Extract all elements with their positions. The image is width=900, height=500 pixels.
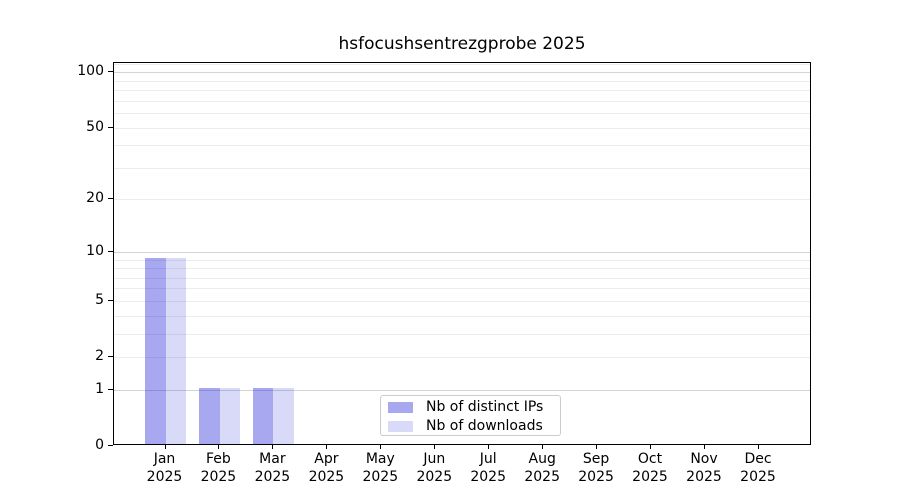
x-tick-mark — [218, 445, 220, 449]
minor-gridline — [114, 112, 810, 114]
legend-swatch-downloads — [388, 421, 413, 432]
chart-title: hsfocushsentrezgprobe 2025 — [338, 34, 586, 54]
minor-gridline — [114, 259, 810, 261]
bar-jan-downloads — [165, 257, 186, 444]
x-tick-label-may: May 2025 — [362, 451, 399, 485]
minor-gridline — [114, 100, 810, 102]
minor-gridline — [114, 199, 810, 201]
major-gridline — [114, 251, 810, 253]
x-tick-label-dec: Dec 2025 — [740, 451, 776, 485]
x-tick-label-feb: Feb 2025 — [200, 451, 237, 485]
minor-gridline — [114, 127, 810, 129]
minor-gridline — [114, 357, 810, 358]
y-tick-mark — [108, 198, 113, 200]
y-tick-label: 0 — [95, 437, 104, 453]
x-tick-label-jan: Jan 2025 — [146, 451, 183, 485]
x-tick-mark — [488, 445, 490, 449]
minor-gridline — [114, 315, 810, 317]
x-tick-mark — [434, 445, 436, 449]
minor-gridline — [114, 80, 810, 82]
x-tick-mark — [380, 445, 382, 449]
legend-swatch-distinct-ips — [388, 402, 413, 413]
x-tick-mark — [326, 445, 328, 449]
minor-gridline — [114, 268, 810, 269]
minor-gridline — [114, 277, 810, 279]
minor-gridline — [114, 288, 810, 290]
minor-gridline — [114, 90, 810, 91]
minor-gridline — [114, 64, 810, 66]
y-tick-label: 50 — [86, 118, 104, 135]
legend-label-distinct-ips: Nb of distinct IPs — [426, 399, 544, 415]
major-gridline — [114, 389, 810, 391]
bar-mar-downloads — [273, 387, 294, 444]
y-tick-label: 5 — [95, 291, 104, 308]
x-tick-mark — [164, 445, 166, 449]
y-tick-mark — [108, 71, 113, 73]
y-tick-mark — [108, 356, 113, 357]
x-tick-label-jun: Jun 2025 — [416, 451, 453, 485]
y-tick-label: 2 — [95, 348, 104, 364]
y-tick-mark — [108, 299, 113, 301]
x-tick-label-apr: Apr 2025 — [308, 451, 345, 485]
y-tick-mark — [108, 445, 113, 446]
legend: Nb of distinct IPs Nb of downloads — [380, 395, 561, 436]
x-tick-label-oct: Oct 2025 — [632, 451, 668, 485]
y-tick-label: 20 — [86, 190, 104, 207]
y-tick-mark — [108, 250, 113, 252]
legend-label-downloads: Nb of downloads — [426, 418, 543, 434]
x-tick-mark — [650, 445, 651, 449]
bar-feb-distinct-ips — [199, 387, 220, 444]
y-tick-label: 1 — [95, 380, 104, 397]
x-tick-mark — [704, 445, 705, 449]
y-tick-mark — [108, 126, 113, 128]
x-tick-label-sep: Sep 2025 — [578, 451, 614, 485]
legend-item-distinct-ips: Nb of distinct IPs — [388, 398, 560, 417]
x-tick-mark — [272, 445, 274, 449]
minor-gridline — [114, 300, 810, 302]
minor-gridline — [114, 167, 810, 169]
y-tick-mark — [108, 388, 113, 390]
minor-gridline — [114, 145, 810, 147]
major-gridline — [114, 72, 810, 74]
y-tick-label: 100 — [77, 63, 104, 80]
bar-feb-downloads — [219, 387, 240, 444]
minor-gridline — [114, 333, 810, 335]
y-tick-label: 10 — [86, 242, 104, 259]
x-tick-label-jul: Jul 2025 — [470, 451, 506, 485]
x-tick-mark — [758, 445, 759, 449]
x-tick-label-aug: Aug 2025 — [524, 451, 560, 485]
legend-item-downloads: Nb of downloads — [388, 417, 560, 436]
bar-mar-distinct-ips — [252, 387, 274, 444]
x-tick-label-nov: Nov 2025 — [686, 451, 722, 485]
x-tick-mark — [596, 445, 598, 449]
x-tick-mark — [542, 445, 544, 449]
bar-jan-distinct-ips — [145, 257, 166, 444]
plot-area: Nb of distinct IPs Nb of downloads — [113, 62, 811, 445]
x-tick-label-mar: Mar 2025 — [254, 451, 291, 485]
